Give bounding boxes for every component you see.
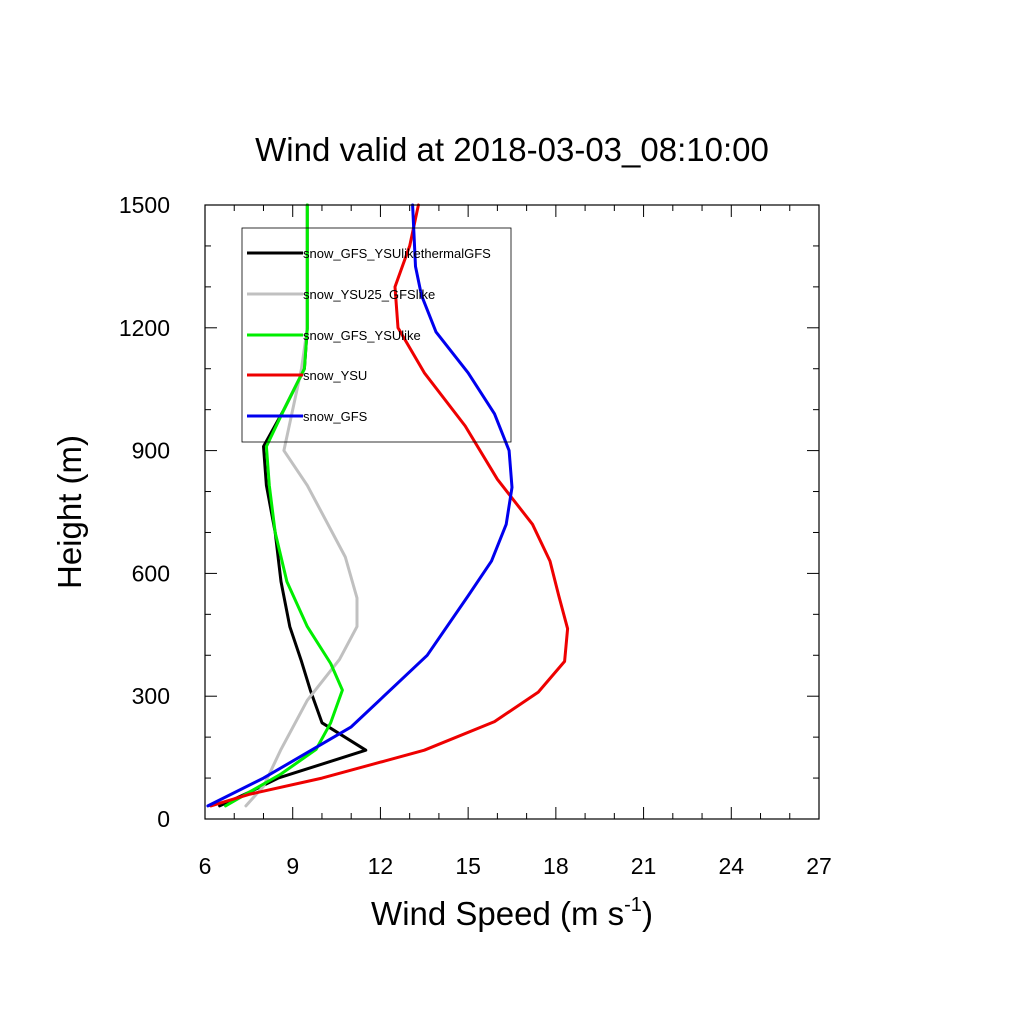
legend: snow_GFS_YSUlikethermalGFS snow_YSU25_GFS… — [241, 227, 512, 443]
x-tick-label: 15 — [455, 853, 481, 879]
plot-frame — [204, 204, 820, 820]
x-axis-label-superscript: -1 — [624, 894, 642, 916]
legend-label: snow_YSU25_GFSlike — [303, 287, 435, 302]
x-tick-label: 6 — [199, 853, 212, 879]
x-axis-label-close: ) — [642, 895, 653, 932]
y-tick-label: 300 — [132, 683, 170, 709]
legend-item: snow_GFS — [247, 409, 368, 424]
series-line-snow_GFS_YSUlike — [224, 203, 344, 808]
series-layer — [206, 203, 570, 808]
legend-label: snow_GFS — [303, 409, 368, 424]
legend-item: snow_GFS_YSUlikethermalGFS — [247, 246, 491, 261]
legend-label: snow_YSU — [303, 368, 367, 383]
y-axis-label: Height (m) — [51, 435, 88, 589]
legend-items: snow_GFS_YSUlikethermalGFS snow_YSU25_GFS… — [247, 246, 491, 424]
x-tick-label: 21 — [631, 853, 657, 879]
x-tick-label: 24 — [718, 853, 744, 879]
x-tick-label: 27 — [806, 853, 832, 879]
legend-box — [241, 227, 512, 443]
legend-item: snow_YSU25_GFSlike — [247, 287, 435, 302]
legend-item: snow_GFS_YSUlike — [247, 328, 421, 343]
series-line-snow_YSU — [209, 203, 570, 808]
x-axis-label-main: Wind Speed (m s — [371, 895, 624, 932]
ticks-layer: 6 9 12 15 18 21 24 27 0 300 600 900 1200 1500 — [119, 192, 832, 879]
y-tick-label: 900 — [132, 438, 170, 464]
series-line-snow_GFS — [206, 203, 514, 808]
legend-label: snow_GFS_YSUlike — [303, 328, 421, 343]
y-tick-label: 1200 — [119, 315, 170, 341]
x-tick-label: 18 — [543, 853, 569, 879]
legend-item: snow_YSU — [247, 368, 367, 383]
x-axis-label: Wind Speed (m s-1) — [371, 894, 653, 932]
x-tick-label: 12 — [368, 853, 394, 879]
plot-area: 6 9 12 15 18 21 24 27 0 300 600 900 1200 1500 — [119, 192, 832, 879]
y-tick-label: 0 — [157, 806, 170, 832]
y-tick-label: 600 — [132, 560, 170, 586]
legend-label: snow_GFS_YSUlikethermalGFS — [303, 246, 491, 261]
chart-title: Wind valid at 2018-03-03_08:10:00 — [255, 131, 769, 168]
y-tick-label: 1500 — [119, 192, 170, 218]
x-tick-label: 9 — [286, 853, 299, 879]
